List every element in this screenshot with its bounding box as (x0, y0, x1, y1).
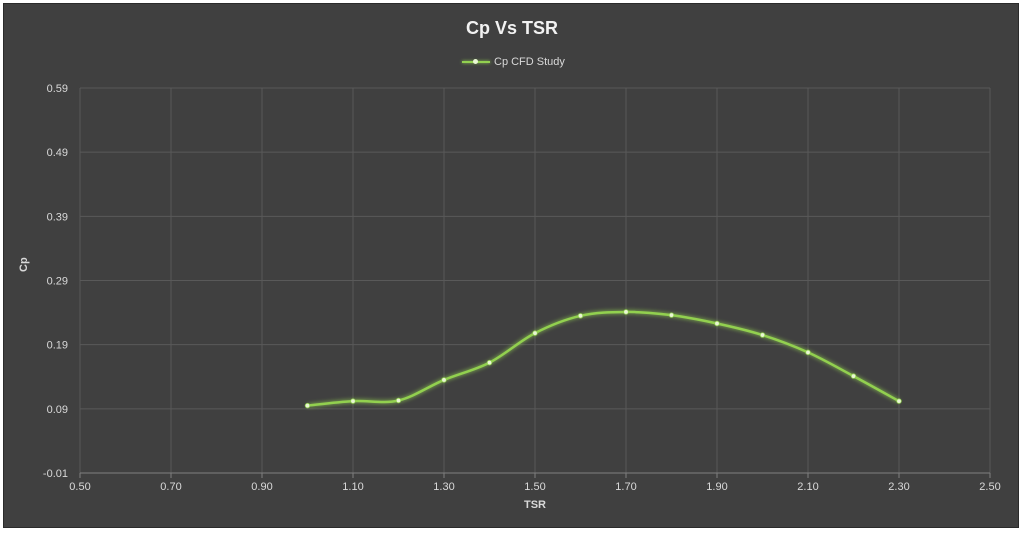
x-tick-label: 0.70 (160, 481, 181, 493)
x-tick-label: 1.70 (615, 481, 636, 493)
y-tick-label: 0.49 (47, 147, 68, 159)
x-tick-label: 2.50 (979, 481, 1000, 493)
data-point (805, 349, 811, 356)
x-tick-label: 2.30 (888, 481, 909, 493)
legend-label: Cp CFD Study (494, 56, 565, 68)
y-tick-label: -0.01 (43, 468, 68, 480)
series-line (307, 310, 900, 407)
chart-frame: Cp Vs TSR Cp CFD Study Cp TSR 0.50 0.70 0.… (3, 3, 1019, 528)
x-tick-label: 1.90 (706, 481, 727, 493)
x-tick-label: 0.90 (251, 481, 272, 493)
data-point (759, 332, 766, 338)
x-axis-title: TSR (524, 499, 546, 511)
data-point (441, 377, 447, 383)
x-tick-label: 1.10 (342, 481, 363, 493)
legend-swatch (462, 55, 490, 69)
data-point (304, 402, 311, 409)
y-tick-label: 0.39 (47, 211, 68, 223)
data-point (668, 312, 675, 318)
legend: Cp CFD Study (462, 54, 565, 70)
data-point (395, 397, 402, 404)
grid (79, 87, 991, 478)
y-tick-label: 0.59 (47, 83, 68, 95)
data-point (850, 373, 857, 379)
x-tick-label: 1.50 (524, 481, 545, 493)
tick-labels: 0.50 0.70 0.90 1.10 1.30 1.50 1.70 1.90 2.10 2.30… (43, 83, 1001, 493)
data-point (486, 359, 493, 366)
data-point (350, 398, 356, 404)
series-layer (304, 309, 902, 409)
x-tick-label: 1.30 (433, 481, 454, 493)
data-point (623, 309, 629, 315)
x-tick-label: 0.50 (69, 481, 90, 493)
y-tick-label: 0.19 (47, 340, 68, 352)
data-point (532, 330, 538, 336)
data-point (714, 320, 720, 327)
data-point (577, 313, 584, 319)
y-tick-label: 0.29 (47, 276, 68, 288)
chart-title: Cp Vs TSR (465, 18, 558, 38)
x-tick-label: 2.10 (797, 481, 818, 493)
y-tick-label: 0.09 (47, 404, 68, 416)
data-point (896, 398, 902, 404)
plot-area: 0.50 0.70 0.90 1.10 1.30 1.50 1.70 1.90 2.10 2.30… (43, 83, 1001, 493)
